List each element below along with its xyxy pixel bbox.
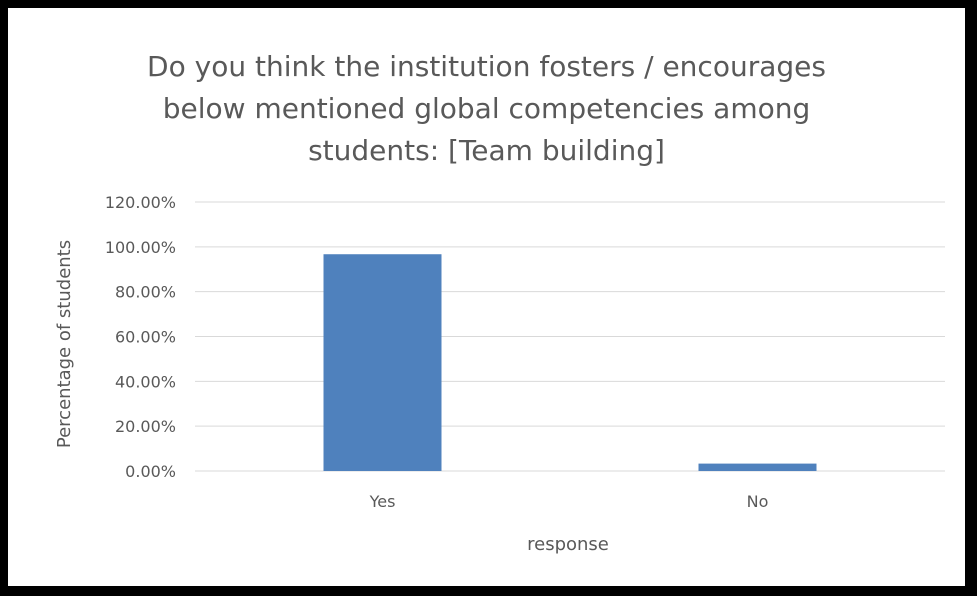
y-tick-labels: 0.00% 20.00% 40.00% 60.00% 80.00% 100.00% 120.… [105,193,176,481]
bars [323,254,817,471]
y-tick-label: 100.00% [105,238,176,257]
chart-title-line-1: Do you think the institution fosters / e… [147,50,826,83]
y-tick-label: 40.00% [115,372,176,391]
x-axis-title: response [527,534,609,555]
x-category-labels: Yes No [369,492,769,511]
bar-yes [323,254,442,471]
x-category-label: No [747,492,769,511]
y-tick-label: 120.00% [105,193,176,212]
chart-title-line-2: below mentioned global competencies amon… [162,92,811,125]
x-category-label: Yes [369,492,396,511]
y-tick-label: 60.00% [115,328,176,347]
y-tick-label: 0.00% [125,462,176,481]
y-tick-label: 20.00% [115,417,176,436]
gridlines [195,201,945,472]
bar-chart-plot: 0.00% 20.00% 40.00% 60.00% 80.00% 100.00% 120.… [54,193,945,555]
chart-title: Do you think the institution fosters / e… [8,46,965,172]
y-axis-title: Percentage of students [54,240,75,448]
y-tick-label: 80.00% [115,283,176,302]
chart-frame: Do you think the institution fosters / e… [8,8,965,586]
chart-title-line-3: students: [Team building] [308,134,665,167]
bar-no [698,463,817,471]
